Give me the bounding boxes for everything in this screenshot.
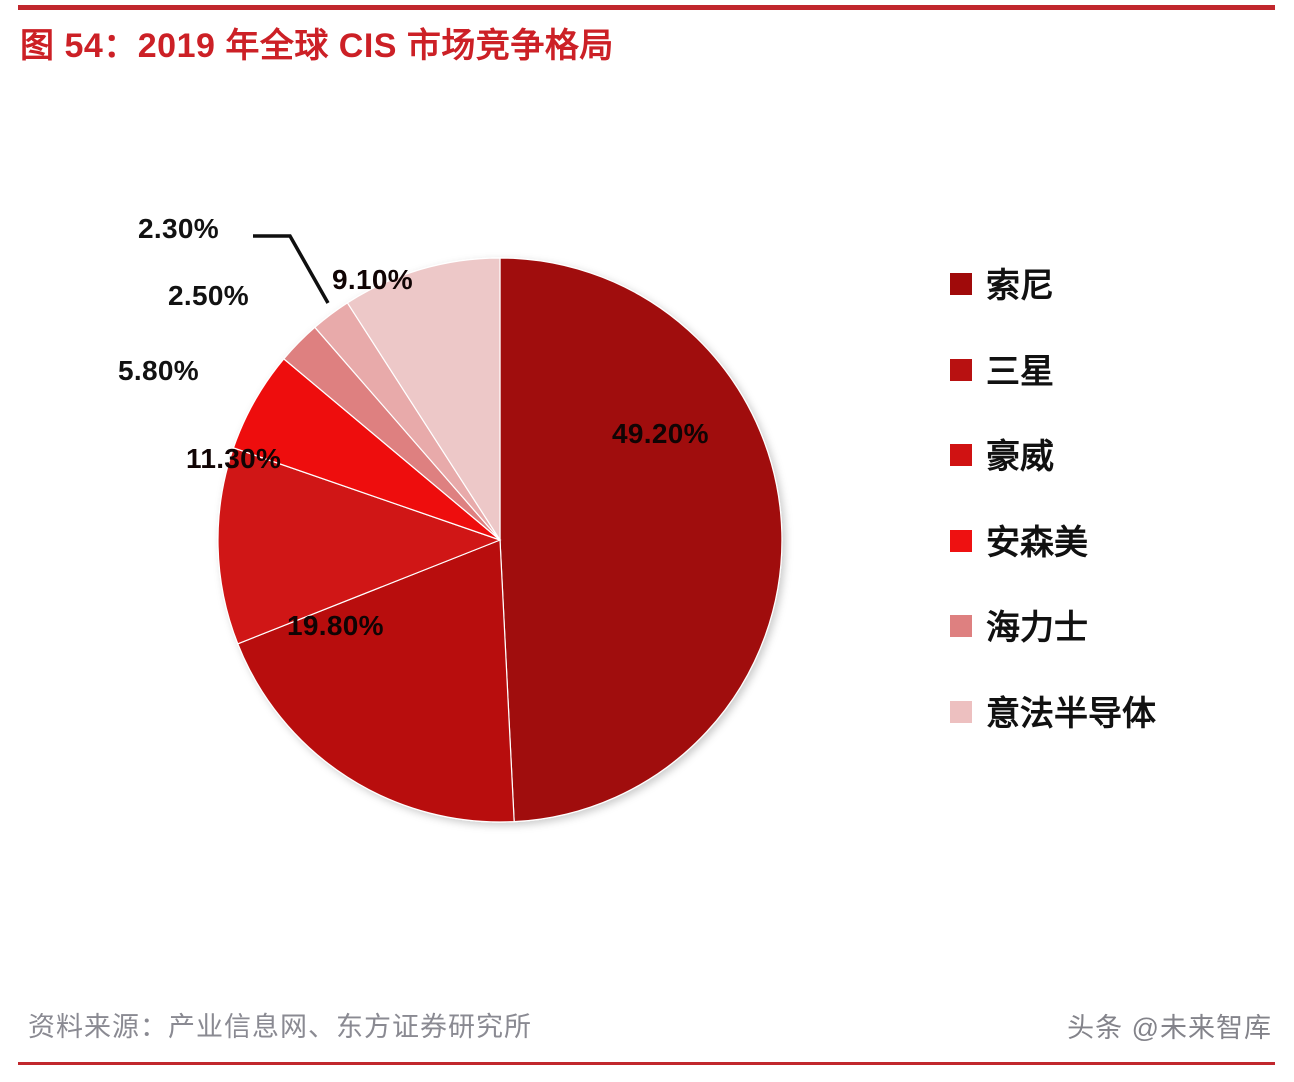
legend-label: 豪威: [986, 437, 1054, 477]
pie-label-samsung: 19.80%: [287, 610, 384, 641]
legend-label: 海力士: [986, 608, 1088, 648]
pie-slice[interactable]: [237, 539, 515, 823]
pie-label-sony: 49.20%: [612, 418, 709, 449]
pie-slice[interactable]: [217, 447, 502, 645]
legend-swatch-icon: [950, 358, 972, 381]
pie-label-omnivision: 11.30%: [186, 443, 282, 474]
pie-chart: 49.20% 19.80% 11.30% 9.10%: [150, 190, 850, 890]
legend-swatch-icon: [950, 700, 972, 723]
watermark: 头条 @未来智库: [1067, 1013, 1272, 1043]
legend-swatch-icon: [950, 273, 972, 295]
figure-title: 图 54：2019 年全球 CIS 市场竞争格局: [20, 27, 614, 65]
source-note: 资料来源：产业信息网、东方证券研究所: [28, 1012, 532, 1042]
legend-label: 索尼: [986, 266, 1054, 306]
pie-slice[interactable]: [499, 257, 783, 823]
legend-label: 安森美: [986, 522, 1088, 563]
legend-swatch-icon: [950, 615, 972, 637]
legend-item-onsemi[interactable]: 安森美: [950, 522, 1250, 565]
legend-item-hynix[interactable]: 海力士: [950, 607, 1250, 650]
legend-item-omnivision[interactable]: 豪威: [950, 436, 1250, 479]
legend-item-stmicro[interactable]: 意法半导体: [950, 693, 1250, 736]
legend-label: 意法半导体: [986, 693, 1156, 734]
legend-swatch-icon: [950, 444, 972, 466]
chart-area: 49.20% 19.80% 11.30% 9.10% 5.80% 2.50% 2…: [0, 100, 1294, 980]
legend-label: 三星: [986, 351, 1054, 392]
leader-line-stmicro: [253, 234, 330, 304]
pie-label-stmicro: 2.30%: [138, 213, 219, 244]
pie-label-onsemi: 5.80%: [118, 355, 199, 386]
legend: 索尼 三星 豪威 安森美 海力士 意法半导体: [950, 265, 1250, 778]
pie-slice[interactable]: [346, 257, 501, 543]
legend-swatch-icon: [950, 529, 972, 552]
legend-item-sony[interactable]: 索尼: [950, 265, 1250, 308]
pie-svg: [217, 257, 783, 823]
legend-item-samsung[interactable]: 三星: [950, 351, 1250, 394]
bottom-divider-rule: [18, 1062, 1275, 1065]
pie-label-hynix: 2.50%: [168, 280, 249, 311]
top-divider-rule: [18, 5, 1275, 10]
pie-label-other: 9.10%: [332, 264, 413, 295]
pie-slice-group: [217, 257, 783, 823]
